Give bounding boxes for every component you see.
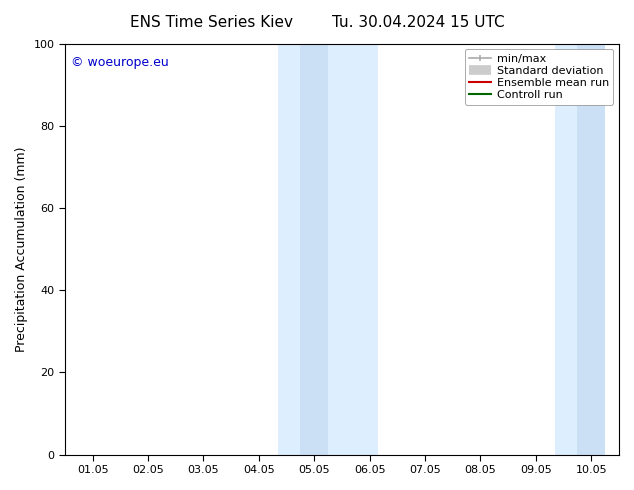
Bar [578,44,605,455]
Text: © woeurope.eu: © woeurope.eu [70,56,168,69]
Legend: min/max, Standard deviation, Ensemble mean run, Controll run: min/max, Standard deviation, Ensemble me… [465,49,614,104]
Y-axis label: Precipitation Accumulation (mm): Precipitation Accumulation (mm) [15,147,28,352]
Bar [328,44,378,455]
Bar [278,44,301,455]
Bar [301,44,328,455]
Bar [555,44,578,455]
Text: ENS Time Series Kiev        Tu. 30.04.2024 15 UTC: ENS Time Series Kiev Tu. 30.04.2024 15 U… [130,15,504,30]
